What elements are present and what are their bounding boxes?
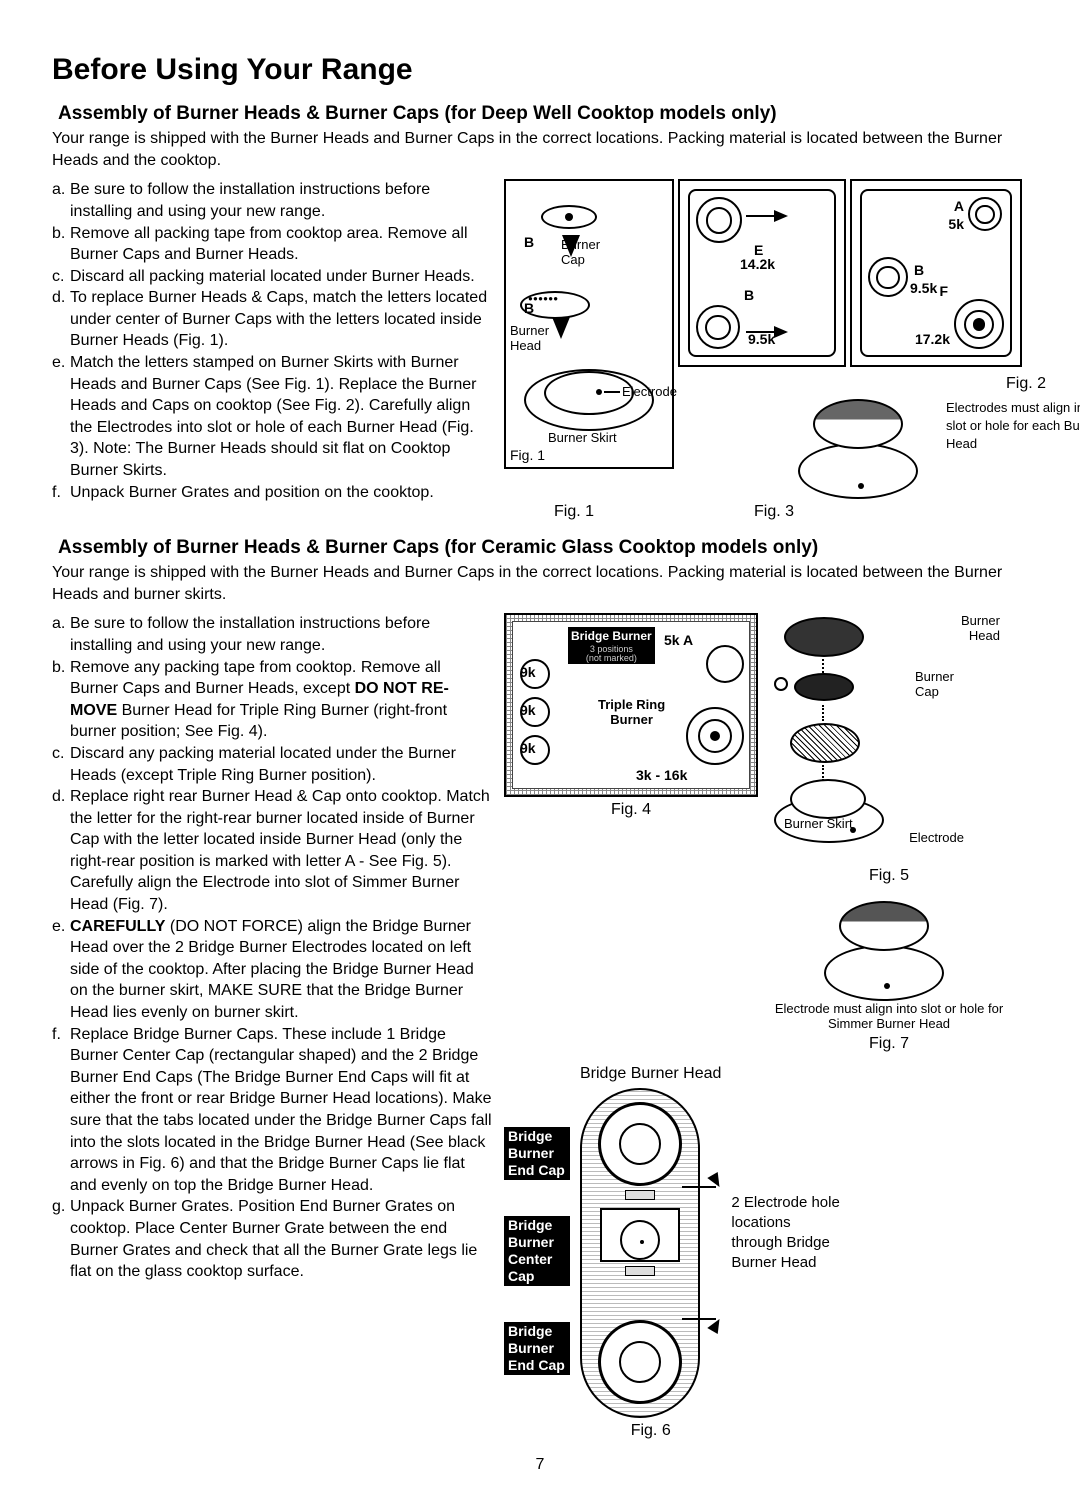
fig1-letter2: B [524, 299, 534, 318]
list-marker: c. [52, 743, 70, 786]
list-text: Replace right rear Burner Head & Cap ont… [70, 786, 492, 916]
list-text: CAREFULLY (DO NOT FORCE) align the Bridg… [70, 916, 492, 1024]
fig2-val: B [914, 261, 924, 280]
list-marker: a. [52, 179, 70, 222]
fig7-note: Electrode must align into slot or hole f… [774, 1001, 1004, 1031]
section2-list: a.Be sure to follow the installation ins… [52, 613, 492, 1282]
list-text: Discard all packing material located und… [70, 266, 492, 288]
page-number: 7 [52, 1454, 1028, 1476]
list-text: Match the letters stamped on Burner Skir… [70, 352, 492, 482]
list-marker: c. [52, 266, 70, 288]
fig4-val: 3k - 16k [636, 766, 687, 785]
list-text: Unpack Burner Grates. Position End Burne… [70, 1196, 492, 1282]
figure-5: Burner Head Burner Cap Electrode Burner … [774, 613, 1004, 863]
figure-4: Bridge Burner 3 positions (not marked) 5… [504, 613, 758, 797]
list-text: Be sure to follow the installation instr… [70, 179, 492, 222]
section2-heading: Assembly of Burner Heads & Burner Caps (… [52, 535, 1028, 561]
fig7-caption: Fig. 7 [774, 1033, 1004, 1055]
figure-1: B Burner Cap ● ● ● ● ● ● B Burner Head E… [504, 179, 674, 469]
list-marker: a. [52, 613, 70, 656]
list-marker: g. [52, 1196, 70, 1282]
fig4-bridge-sub: 3 positions (not marked) [571, 645, 652, 663]
section1-intro: Your range is shipped with the Burner He… [52, 128, 1028, 171]
figure-2-right: A 5k B 9.5k F 17.2k [850, 179, 1022, 367]
fig2-caption: Fig. 2 [678, 373, 1080, 395]
fig4-val: 9k [520, 739, 536, 758]
fig2-val: A [954, 197, 964, 216]
fig1-caption: Fig. 1 [554, 501, 594, 523]
fig4-val: 5k A [664, 631, 693, 650]
list-text: To replace Burner Heads & Caps, match th… [70, 287, 492, 352]
list-marker: e. [52, 352, 70, 482]
fig6-caption: Fig. 6 [580, 1420, 721, 1442]
section2-intro: Your range is shipped with the Burner He… [52, 562, 1028, 605]
list-marker: f. [52, 482, 70, 504]
fig3-caption: Fig. 3 [754, 501, 794, 523]
fig2-val: F [939, 282, 948, 301]
fig4-bridge: Bridge Burner [571, 629, 652, 643]
list-text: Replace Bridge Burner Caps. These includ… [70, 1024, 492, 1197]
fig5-cap: Burner Cap [915, 669, 954, 699]
list-text: Unpack Burner Grates and position on the… [70, 482, 492, 504]
fig2-val: 14.2k [740, 255, 775, 274]
fig4-val: 9k [520, 663, 536, 682]
fig4-triple: Triple Ring Burner [598, 697, 665, 727]
page-title: Before Using Your Range [52, 50, 1028, 91]
fig1-letter: B [524, 233, 534, 252]
figure-2-left: E 14.2k B 9.5k [678, 179, 846, 367]
fig1-inside-label: Fig. 1 [510, 446, 545, 465]
list-marker: d. [52, 786, 70, 916]
fig2-val: 9.5k [910, 279, 937, 298]
fig2-val: 5k [948, 215, 964, 234]
list-text: Remove all packing tape from cooktop are… [70, 223, 492, 266]
figure-7 [814, 901, 964, 1001]
fig6-title: Bridge Burner Head [580, 1063, 721, 1085]
fig5-head: Burner Head [961, 613, 1000, 643]
figure-6 [580, 1088, 700, 1418]
fig1-head-label: Burner Head [510, 323, 549, 353]
txt-bold: CAREFULLY [70, 918, 165, 935]
list-text: Be sure to follow the installation instr… [70, 613, 492, 656]
figure-3 [788, 399, 938, 499]
list-marker: e. [52, 916, 70, 1024]
list-marker: b. [52, 223, 70, 266]
list-text: Remove any packing tape from cooktop. Re… [70, 657, 492, 743]
fig6-cap0: Bridge Burner End Cap [504, 1127, 570, 1180]
fig2-val: B [744, 286, 754, 305]
fig1-skirt-label: Burner Skirt [548, 430, 617, 445]
fig5-skirt: Burner Skirt [784, 816, 853, 831]
list-marker: d. [52, 287, 70, 352]
fig4-caption: Fig. 4 [504, 799, 758, 821]
fig2-val: 17.2k [915, 330, 950, 349]
list-marker: b. [52, 657, 70, 743]
fig5-caption: Fig. 5 [774, 865, 1004, 887]
fig4-val: 9k [520, 701, 536, 720]
fig6-note: 2 Electrode hole locations through Bridg… [731, 1193, 841, 1274]
fig6-cap1: Bridge Burner Center Cap [504, 1216, 570, 1286]
fig5-el: Electrode [909, 830, 964, 845]
section1-list: a.Be sure to follow the installation ins… [52, 179, 492, 503]
list-marker: f. [52, 1024, 70, 1197]
txt: Burner Head for Triple Ring Burner (righ… [70, 702, 447, 741]
fig3-note: Electrodes must align into slot or hole … [946, 399, 1080, 453]
fig1-electrode-label: Electrode [622, 384, 677, 399]
list-text: Discard any packing material located und… [70, 743, 492, 786]
fig6-cap2: Bridge Burner End Cap [504, 1322, 570, 1375]
section1-heading: Assembly of Burner Heads & Burner Caps (… [52, 101, 1028, 127]
